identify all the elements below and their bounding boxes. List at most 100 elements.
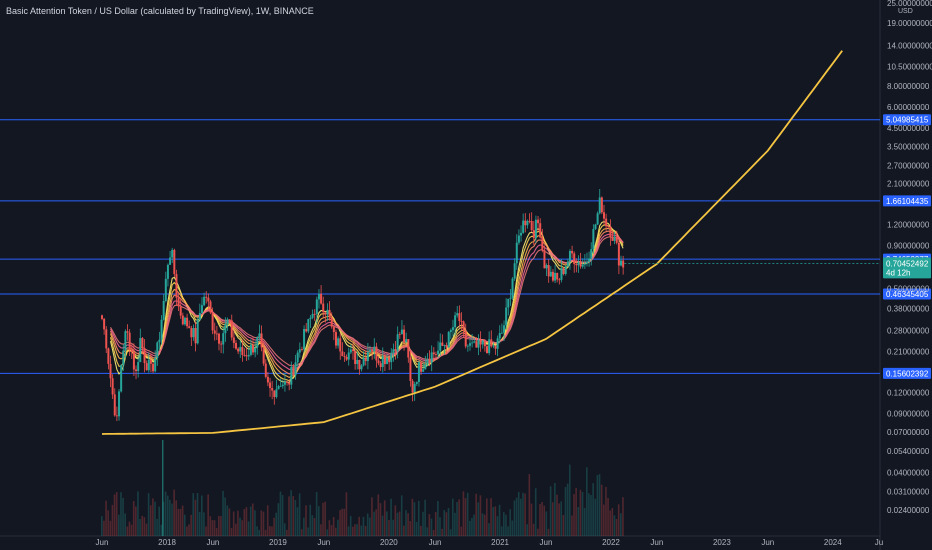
price-axis-tick: 3.50000000 (887, 142, 930, 151)
price-axis-tick: 0.04000000 (887, 469, 930, 478)
volume-bar (258, 529, 261, 536)
candle-body (118, 391, 121, 417)
candle-body (602, 212, 605, 219)
volume-bar (441, 528, 443, 536)
last-price-badge (883, 257, 931, 279)
candle-body (407, 339, 410, 358)
candle-body (205, 296, 208, 298)
candle-body (292, 366, 295, 376)
volume-bar (279, 491, 282, 536)
volume-bar (545, 511, 548, 536)
time-axis-tick: Ju (875, 538, 883, 547)
volume-bar (466, 492, 469, 536)
candle-body (211, 312, 214, 331)
volume-bar (122, 497, 124, 536)
volume-bar (422, 511, 424, 536)
volume-bar (524, 493, 526, 536)
candle-body (498, 333, 501, 339)
candle-body (503, 325, 506, 333)
candle-body (207, 297, 210, 302)
volume-bar (252, 503, 254, 536)
volume-bar (283, 523, 286, 536)
candle-body (462, 321, 465, 331)
volume-bar (343, 508, 346, 536)
candle-body (245, 355, 248, 357)
candle-body (534, 219, 537, 239)
volume-bar (530, 503, 533, 536)
candle-body (556, 272, 559, 280)
volume-bar (515, 497, 518, 536)
volume-bar (203, 512, 205, 536)
volume-bar (505, 514, 507, 536)
price-axis-tick: 8.00000000 (887, 82, 930, 91)
volume-bar (290, 490, 292, 536)
candle-body (471, 342, 474, 344)
candle-body (311, 313, 314, 318)
volume-bar (154, 501, 156, 536)
candle-body (356, 359, 359, 365)
volume-bar (526, 524, 529, 536)
volume-bar (522, 492, 524, 536)
candle-body (515, 242, 518, 264)
volume-bar (390, 498, 392, 536)
candle-body (545, 265, 548, 269)
volume-bar (483, 514, 486, 536)
volume-bar (245, 507, 248, 536)
volume-bar (137, 491, 139, 536)
candle-body (562, 268, 565, 274)
candle-body (271, 388, 274, 391)
candle-body (477, 339, 480, 348)
time-axis-tick: 2022 (602, 538, 620, 547)
candle-body (177, 297, 180, 307)
volume-bar (511, 520, 514, 536)
volume-bar (124, 513, 126, 536)
candle-body (222, 333, 225, 345)
volume-bar (294, 499, 297, 536)
candle-body (281, 384, 284, 387)
candle-body (158, 339, 161, 343)
candle-body (347, 352, 350, 360)
price-axis-tick: 19.00000000 (887, 19, 932, 28)
candle-body (575, 264, 578, 266)
volume-bar (309, 504, 312, 536)
candle-body (383, 355, 386, 365)
volume-bar (573, 494, 575, 536)
price-axis-tick: 1.20000000 (887, 221, 930, 230)
volume-bar (564, 487, 567, 536)
candle-body (560, 268, 563, 280)
time-axis-tick: 2018 (158, 538, 176, 547)
candle-body (243, 354, 246, 356)
volume-bar (152, 498, 154, 536)
candle-body (154, 358, 157, 372)
candle-body (220, 343, 223, 345)
volume-bar (415, 521, 418, 536)
time-axis-tick: Jun (206, 538, 219, 547)
volume-bar (560, 501, 563, 536)
volume-bar (539, 503, 541, 536)
candle-body (152, 363, 155, 372)
candle-body (262, 347, 265, 364)
candle-body (386, 357, 389, 365)
candle-body (547, 265, 550, 277)
volume-bar (256, 526, 258, 536)
volume-bar (534, 488, 537, 536)
horizontal-level-label: 5.04985415 (886, 116, 929, 125)
volume-bar (339, 510, 341, 536)
horizontal-level-badge (883, 288, 931, 300)
volume-bar (334, 527, 337, 536)
price-axis-tick: 2.10000000 (887, 180, 930, 189)
candle-body (473, 341, 476, 343)
volume-bar (473, 514, 475, 536)
volume-bar (111, 504, 114, 536)
volume-bar (328, 520, 331, 536)
volume-bar (149, 505, 152, 536)
time-axis-tick: 2021 (491, 538, 509, 547)
candle-body (449, 330, 452, 333)
volume-bar (275, 512, 278, 536)
volume-bar (222, 490, 224, 536)
candle-body (186, 317, 189, 327)
candle-body (198, 312, 201, 320)
volume-bar (596, 475, 599, 536)
volume-bar (128, 521, 131, 536)
